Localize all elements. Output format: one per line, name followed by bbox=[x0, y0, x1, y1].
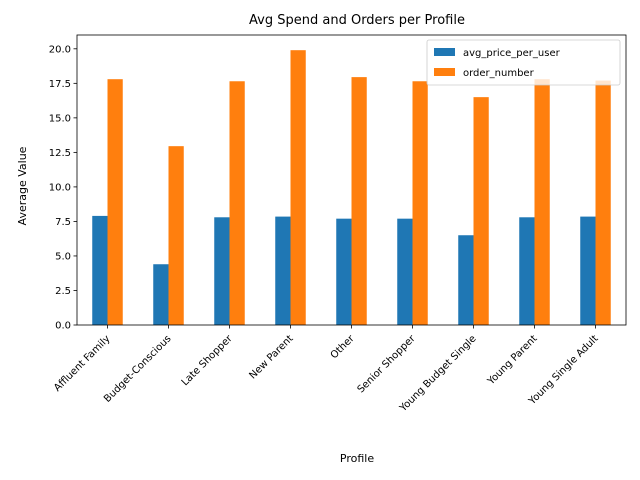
bar-order_number-1 bbox=[168, 146, 184, 325]
bar-avg_price_per_user-3 bbox=[275, 216, 291, 325]
bar-avg_price_per_user-7 bbox=[519, 217, 535, 325]
legend-label-avg_price_per_user: avg_price_per_user bbox=[463, 48, 561, 59]
x-tick-label: Young Single Adult bbox=[526, 333, 600, 407]
bar-avg_price_per_user-5 bbox=[397, 218, 413, 325]
y-tick-label: 15.0 bbox=[49, 113, 71, 124]
plot-frame bbox=[76, 34, 627, 326]
x-tick-label: Late Shopper bbox=[180, 333, 236, 389]
bar-order_number-3 bbox=[290, 50, 306, 325]
y-axis-label: Average Value bbox=[16, 146, 29, 225]
bar-avg_price_per_user-0 bbox=[92, 215, 108, 325]
bar-order_number-0 bbox=[107, 79, 123, 325]
x-tick-label: Young Parent bbox=[485, 333, 540, 388]
y-tick-label: 7.5 bbox=[55, 217, 71, 228]
bar-order_number-6 bbox=[473, 97, 489, 326]
bar-avg_price_per_user-2 bbox=[214, 217, 230, 325]
x-tick-label: New Parent bbox=[248, 333, 296, 381]
bar-avg_price_per_user-1 bbox=[153, 264, 169, 325]
chart-title: Avg Spend and Orders per Profile bbox=[249, 13, 465, 28]
x-tick-label: Affluent Family bbox=[52, 333, 113, 394]
x-tick-label: Other bbox=[329, 333, 357, 361]
bars bbox=[92, 50, 611, 326]
legend: avg_price_per_user order_number bbox=[426, 39, 621, 86]
x-tick-label: Senior Shopper bbox=[356, 333, 419, 396]
bar-avg_price_per_user-4 bbox=[336, 218, 352, 325]
bar-order_number-7 bbox=[534, 79, 550, 325]
x-axis-label: Profile bbox=[340, 452, 374, 465]
legend-box bbox=[426, 39, 621, 86]
y-tick-label: 0.0 bbox=[55, 321, 71, 332]
legend-swatch-avg_price_per_user bbox=[434, 48, 455, 56]
y-tick-label: 12.5 bbox=[49, 148, 71, 159]
y-tick-label: 17.5 bbox=[49, 79, 71, 90]
y-tick-label: 20.0 bbox=[49, 44, 71, 55]
y-axis: 0.0 2.5 5.0 7.5 10.0 12.5 15.0 17.5 20.0 bbox=[49, 44, 77, 332]
y-tick-label: 10.0 bbox=[49, 182, 71, 193]
x-tick-label: Budget-Conscious bbox=[102, 333, 174, 405]
y-tick-label: 2.5 bbox=[55, 286, 71, 297]
bar-order_number-4 bbox=[351, 77, 367, 325]
bar-avg_price_per_user-8 bbox=[580, 216, 596, 325]
bar-order_number-8 bbox=[595, 80, 611, 325]
legend-label-order_number: order_number bbox=[463, 68, 535, 79]
bar-order_number-5 bbox=[412, 81, 428, 325]
bar-order_number-2 bbox=[229, 81, 245, 325]
y-tick-label: 5.0 bbox=[55, 251, 71, 262]
bar-avg_price_per_user-6 bbox=[458, 235, 474, 325]
legend-swatch-order_number bbox=[434, 68, 455, 76]
